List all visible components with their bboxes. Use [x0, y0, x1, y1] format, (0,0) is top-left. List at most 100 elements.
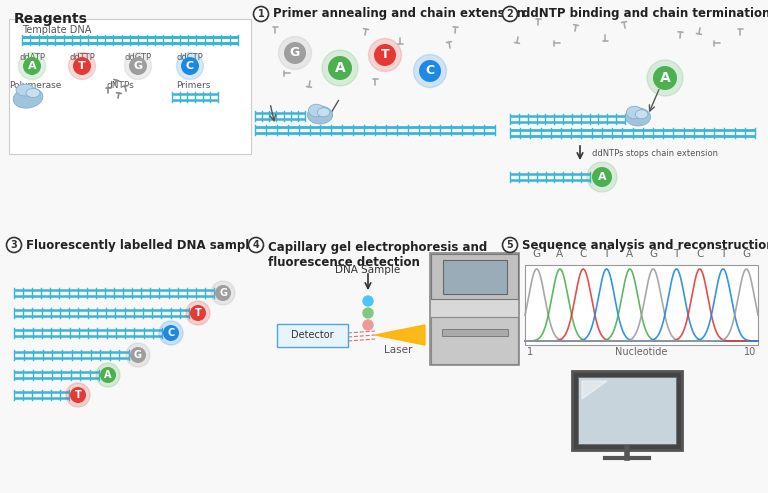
Text: T: T — [720, 249, 727, 259]
Text: G: G — [219, 288, 227, 298]
Text: 4: 4 — [253, 240, 260, 250]
Polygon shape — [582, 381, 607, 399]
Text: G: G — [532, 249, 541, 259]
Circle shape — [322, 50, 358, 86]
Circle shape — [587, 162, 617, 192]
Circle shape — [253, 6, 269, 22]
Ellipse shape — [626, 106, 643, 119]
Text: 5: 5 — [507, 240, 513, 250]
Text: A: A — [335, 61, 346, 75]
Ellipse shape — [308, 104, 325, 117]
Circle shape — [279, 36, 312, 70]
Text: ddCTP: ddCTP — [177, 53, 204, 62]
Circle shape — [18, 52, 45, 79]
Text: C: C — [580, 249, 587, 259]
Ellipse shape — [317, 108, 330, 117]
Text: Laser: Laser — [384, 345, 412, 355]
FancyBboxPatch shape — [442, 328, 508, 336]
Circle shape — [129, 57, 147, 75]
Circle shape — [100, 367, 116, 383]
Circle shape — [177, 52, 204, 79]
Circle shape — [190, 305, 206, 321]
Circle shape — [68, 52, 95, 79]
Bar — [525, 265, 758, 345]
Text: C: C — [696, 249, 703, 259]
Circle shape — [363, 296, 373, 306]
Circle shape — [186, 301, 210, 325]
FancyBboxPatch shape — [431, 317, 518, 364]
FancyBboxPatch shape — [276, 323, 347, 347]
Text: T: T — [74, 390, 81, 400]
FancyBboxPatch shape — [431, 254, 518, 299]
Circle shape — [249, 238, 263, 252]
Text: ddNTPs stops chain extension: ddNTPs stops chain extension — [592, 148, 718, 157]
Text: A: A — [626, 249, 634, 259]
Circle shape — [419, 60, 441, 82]
Text: A: A — [556, 249, 564, 259]
Text: T: T — [381, 48, 389, 62]
Circle shape — [124, 52, 151, 79]
Circle shape — [66, 383, 90, 407]
Text: 10: 10 — [743, 347, 756, 357]
Ellipse shape — [16, 84, 34, 96]
Text: C: C — [167, 328, 174, 338]
Circle shape — [181, 57, 199, 75]
Text: dNTPs: dNTPs — [106, 81, 134, 90]
Text: ddTTP: ddTTP — [69, 53, 95, 62]
Text: C: C — [425, 65, 435, 77]
Circle shape — [592, 167, 612, 187]
Text: 1: 1 — [257, 9, 264, 19]
Circle shape — [502, 238, 518, 252]
Text: T: T — [78, 61, 86, 71]
Text: T: T — [674, 249, 680, 259]
Circle shape — [328, 56, 352, 80]
Text: Primer annealing and chain extension: Primer annealing and chain extension — [273, 7, 525, 21]
Circle shape — [369, 38, 402, 71]
Circle shape — [502, 6, 518, 22]
Text: Reagents: Reagents — [14, 12, 88, 26]
Circle shape — [653, 66, 677, 90]
Circle shape — [23, 57, 41, 75]
Circle shape — [647, 60, 683, 96]
Circle shape — [73, 57, 91, 75]
Text: Polymerase: Polymerase — [8, 81, 61, 90]
Circle shape — [163, 325, 179, 341]
Text: T: T — [604, 249, 610, 259]
Ellipse shape — [26, 89, 40, 98]
Text: G: G — [743, 249, 750, 259]
Text: Capillary gel electrophoresis and
fluorescence detection: Capillary gel electrophoresis and fluore… — [268, 241, 487, 269]
Text: Detector: Detector — [290, 330, 333, 340]
Text: Template DNA: Template DNA — [22, 25, 91, 35]
FancyBboxPatch shape — [430, 253, 519, 365]
Text: Sequence analysis and reconstruction: Sequence analysis and reconstruction — [522, 239, 768, 251]
Text: A: A — [104, 370, 112, 380]
Text: T: T — [194, 308, 201, 318]
Text: Nucleotide: Nucleotide — [615, 347, 667, 357]
Circle shape — [374, 44, 396, 66]
Ellipse shape — [635, 110, 648, 119]
Text: A: A — [28, 61, 36, 71]
Circle shape — [363, 308, 373, 318]
Text: ddATP: ddATP — [19, 53, 45, 62]
Text: Primers: Primers — [176, 81, 210, 90]
Text: Fluorescently labelled DNA sample: Fluorescently labelled DNA sample — [26, 239, 257, 251]
Text: G: G — [290, 46, 300, 60]
Circle shape — [215, 285, 231, 301]
Text: 1: 1 — [527, 347, 533, 357]
Text: A: A — [598, 172, 606, 182]
FancyBboxPatch shape — [578, 377, 676, 444]
Polygon shape — [375, 325, 425, 345]
Circle shape — [211, 281, 235, 305]
Circle shape — [284, 42, 306, 64]
Text: ddGTP: ddGTP — [124, 53, 151, 62]
Text: DNA Sample: DNA Sample — [336, 265, 401, 275]
Circle shape — [159, 321, 183, 345]
FancyBboxPatch shape — [572, 371, 682, 450]
Circle shape — [126, 343, 150, 367]
Circle shape — [96, 363, 120, 387]
Text: 3: 3 — [11, 240, 18, 250]
FancyBboxPatch shape — [9, 19, 251, 154]
Circle shape — [130, 347, 146, 363]
Circle shape — [413, 55, 446, 87]
Ellipse shape — [625, 108, 650, 126]
